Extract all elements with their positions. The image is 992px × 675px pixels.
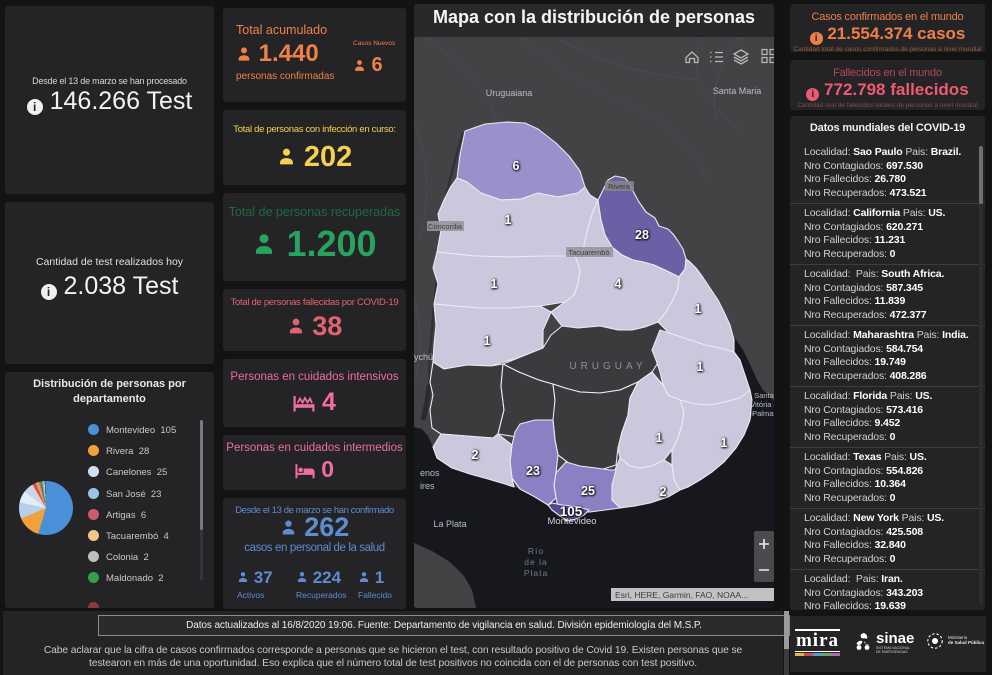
svg-text:6: 6 (513, 159, 520, 173)
svg-text:23: 23 (526, 464, 540, 478)
svg-text:Rivera: Rivera (608, 182, 631, 191)
svg-text:de la: de la (524, 557, 547, 567)
svg-text:Montevideo: Montevideo (547, 516, 596, 527)
svg-text:enos: enos (420, 468, 440, 478)
svg-text:105: 105 (560, 504, 583, 519)
svg-text:Vitória d: Vitória d (750, 400, 774, 409)
svg-text:Río: Río (528, 546, 544, 556)
svg-text:1: 1 (484, 334, 491, 348)
svg-text:ires: ires (420, 481, 435, 491)
svg-text:URUGUAY: URUGUAY (569, 361, 646, 372)
svg-text:Santa Maria: Santa Maria (713, 86, 762, 96)
svg-text:1: 1 (695, 302, 702, 316)
svg-text:28: 28 (635, 228, 649, 242)
svg-text:2: 2 (472, 448, 479, 462)
svg-text:1: 1 (505, 213, 512, 227)
svg-text:Esri, HERE, Garmin, FAO, NOAA.: Esri, HERE, Garmin, FAO, NOAA... (615, 590, 748, 600)
svg-text:La Plata: La Plata (433, 519, 466, 529)
svg-text:2: 2 (660, 485, 667, 499)
svg-text:Plata: Plata (524, 568, 548, 578)
svg-text:1: 1 (656, 431, 663, 445)
svg-text:Santa: Santa (754, 391, 774, 400)
svg-text:Concordia: Concordia (428, 222, 463, 231)
svg-text:Uruguaiana: Uruguaiana (486, 88, 533, 98)
svg-text:25: 25 (581, 484, 595, 498)
svg-text:Palmar: Palmar (752, 409, 774, 418)
svg-text:1: 1 (697, 360, 704, 374)
svg-text:1: 1 (491, 277, 498, 291)
svg-text:Tacuarembó: Tacuarembó (568, 248, 609, 257)
svg-text:1: 1 (721, 436, 728, 450)
svg-text:4: 4 (615, 277, 622, 291)
